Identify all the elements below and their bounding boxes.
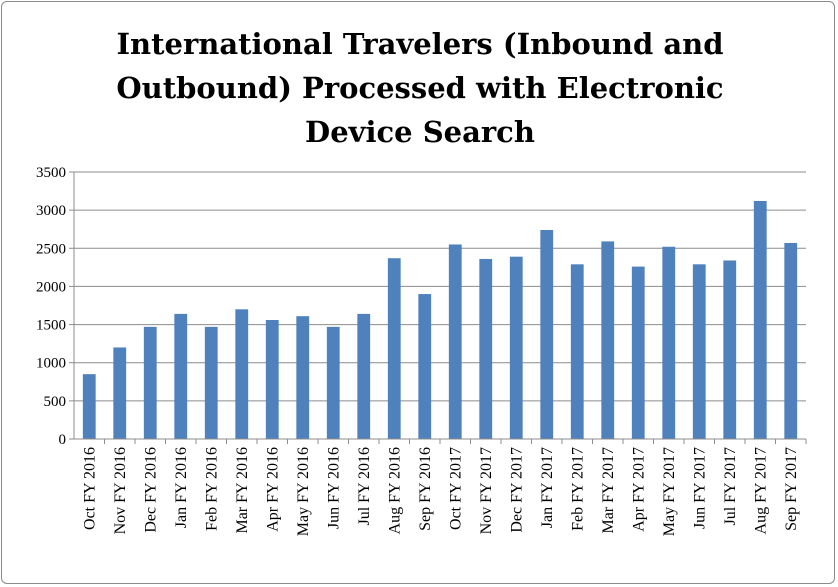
x-tick-label: Oct FY 2017 — [447, 447, 464, 530]
x-tick-label: Jul FY 2016 — [356, 447, 373, 526]
grid-lines — [74, 171, 806, 402]
x-tick-label: Feb FY 2016 — [203, 447, 220, 531]
bar — [509, 256, 523, 439]
bar — [357, 313, 371, 439]
bar — [326, 326, 340, 439]
bar — [753, 200, 767, 439]
y-tick-labels: 0 500 1000 1500 2000 2500 3000 3500 — [36, 165, 66, 448]
chart-title: International Travelers (Inbound and Out… — [116, 27, 724, 149]
bar — [662, 246, 676, 439]
y-tick-label: 0 — [59, 432, 67, 448]
x-tick-label: Dec FY 2016 — [142, 447, 159, 533]
bar — [631, 266, 645, 439]
bar — [296, 316, 310, 439]
bar — [82, 374, 96, 439]
bar — [387, 258, 401, 439]
bar — [479, 258, 493, 439]
x-tick-labels: Oct FY 2016 Nov FY 2016 Dec FY 2016 Jan FY … — [81, 447, 800, 536]
x-tick-label: Aug FY 2016 — [386, 447, 403, 534]
bar — [174, 313, 188, 439]
y-tick-label: 500 — [44, 394, 67, 410]
x-tick-label: Jun FY 2017 — [691, 447, 708, 529]
x-tick-label: Jun FY 2016 — [325, 447, 342, 529]
x-tick-label: Oct FY 2016 — [81, 447, 98, 530]
bar — [204, 326, 218, 439]
bar — [235, 309, 249, 439]
y-tick-label: 3500 — [36, 165, 66, 181]
x-tick-label: May FY 2017 — [661, 447, 678, 536]
x-tick-label: Feb FY 2017 — [569, 447, 586, 531]
x-tick-label: Aug FY 2017 — [752, 447, 769, 534]
bar — [601, 241, 615, 439]
bar — [570, 264, 584, 439]
bar — [723, 260, 737, 439]
y-tick-label: 1000 — [36, 356, 66, 372]
bar — [692, 264, 706, 439]
bar — [265, 319, 279, 439]
x-tick-label: Mar FY 2017 — [600, 447, 617, 534]
x-tick-label: Sep FY 2016 — [417, 447, 434, 531]
y-tick-label: 3000 — [36, 203, 66, 219]
x-tick-label: Jan FY 2017 — [539, 447, 556, 528]
bar — [540, 229, 554, 439]
x-tick-label: Jul FY 2017 — [722, 447, 739, 526]
axes — [69, 171, 807, 444]
x-tick-label: Sep FY 2017 — [783, 447, 800, 531]
x-tick-label: Nov FY 2017 — [478, 447, 495, 534]
x-tick-label: May FY 2016 — [295, 447, 312, 536]
y-tick-label: 1500 — [36, 318, 66, 334]
y-tick-label: 2500 — [36, 241, 66, 257]
x-tick-label: Jan FY 2016 — [173, 447, 190, 528]
bar — [784, 242, 798, 439]
bar — [113, 347, 127, 439]
x-tick-label: Mar FY 2016 — [234, 447, 251, 534]
bar — [418, 294, 432, 439]
x-tick-label: Apr FY 2016 — [264, 447, 281, 532]
x-tick-label: Nov FY 2016 — [112, 447, 129, 534]
y-tick-label: 2000 — [36, 279, 66, 295]
bars — [82, 200, 798, 439]
bar — [448, 244, 462, 439]
bar — [143, 326, 157, 439]
x-tick-label: Dec FY 2017 — [508, 447, 525, 533]
x-tick-label: Apr FY 2017 — [630, 447, 647, 532]
